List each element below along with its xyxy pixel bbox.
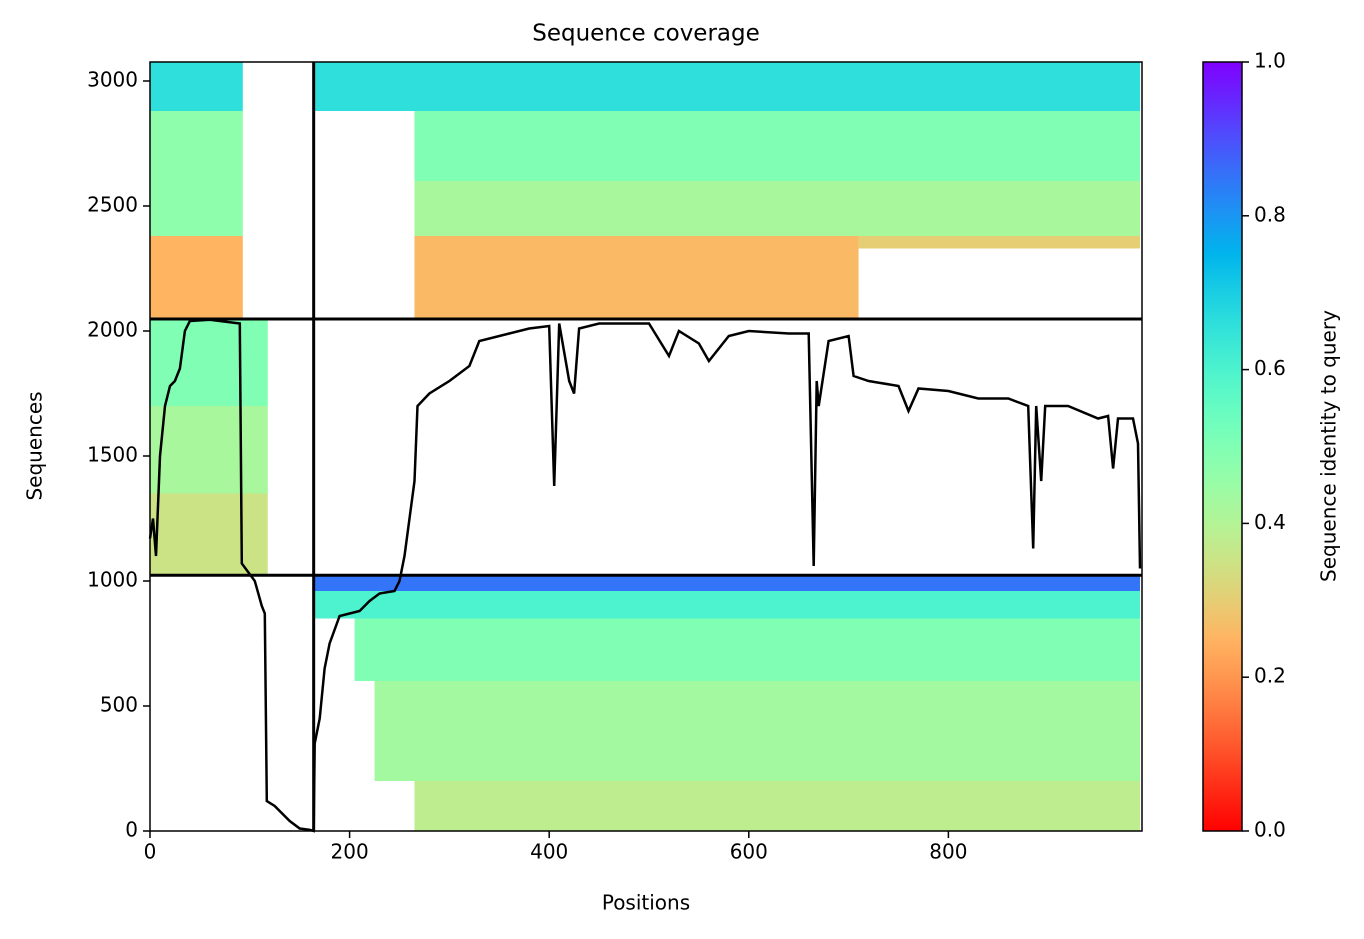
x-tick-label: 600 <box>730 840 768 864</box>
heatmap-cell <box>150 493 268 576</box>
colorbar-tick-label: 0.0 <box>1254 818 1286 842</box>
colorbar-tick-label: 0.6 <box>1254 356 1286 380</box>
chart-title: Sequence coverage <box>532 21 760 47</box>
heatmap-cell <box>414 781 1141 831</box>
y-tick-label: 0 <box>125 818 138 842</box>
heatmap-cell <box>314 62 1141 111</box>
heatmap-cell <box>354 618 1141 681</box>
y-tick-label: 1500 <box>87 443 138 467</box>
heatmap-cell <box>150 111 243 236</box>
heatmap-cell <box>414 181 1141 236</box>
colorbar-tick-label: 0.4 <box>1254 510 1286 534</box>
x-tick-label: 0 <box>144 840 157 864</box>
x-tick-label: 400 <box>530 840 568 864</box>
colorbar <box>1202 61 1243 832</box>
heatmap-cell <box>374 681 1141 781</box>
colorbar-label: Sequence identity to query <box>1317 310 1341 582</box>
y-tick-label: 2000 <box>87 318 138 342</box>
heatmap-cell <box>414 236 859 319</box>
plot-frame <box>149 61 1143 832</box>
coverage-line <box>148 318 1142 833</box>
y-tick-label: 500 <box>100 693 138 717</box>
heatmap-cell <box>858 236 1141 249</box>
x-tick-label: 200 <box>331 840 369 864</box>
colorbar-tick-label: 1.0 <box>1254 49 1286 73</box>
heatmap-cell <box>314 591 1141 619</box>
colorbar-tick-label: 0.2 <box>1254 664 1286 688</box>
y-axis-label: Sequences <box>23 391 47 500</box>
heatmap-cell <box>150 406 268 494</box>
heatmap-cell <box>150 62 243 111</box>
x-tick-label: 800 <box>929 840 967 864</box>
heatmap-cell <box>314 575 1141 591</box>
x-axis-label: Positions <box>602 891 690 915</box>
heatmap-cell <box>150 236 243 319</box>
y-tick-label: 3000 <box>87 68 138 92</box>
colorbar-tick-label: 0.8 <box>1254 202 1286 226</box>
y-tick-label: 2500 <box>87 193 138 217</box>
y-tick-label: 1000 <box>87 568 138 592</box>
heatmap-cell <box>414 111 1141 181</box>
